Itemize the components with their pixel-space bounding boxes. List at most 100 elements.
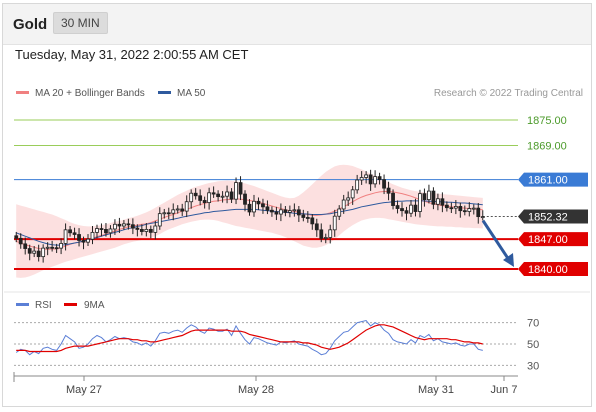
candle-body (314, 223, 319, 231)
level-value-tag (518, 209, 588, 224)
candle (59, 238, 63, 255)
candle-body (301, 214, 306, 218)
candle (54, 243, 59, 254)
candle (341, 194, 346, 214)
candle-body (444, 204, 449, 209)
candle (157, 207, 162, 230)
candle-body (27, 248, 32, 254)
candle (202, 196, 207, 209)
candle-body (234, 182, 238, 200)
candle-body (287, 210, 292, 213)
candle-body (104, 228, 108, 234)
candle (234, 177, 238, 205)
candle (247, 199, 252, 216)
candle (418, 189, 422, 218)
candle (301, 209, 306, 222)
candle-body (126, 223, 131, 226)
candle-body (238, 182, 243, 195)
candle (400, 202, 404, 217)
candle (359, 171, 364, 185)
price-panel: 1875.00 1869.00 1861.00 1852.32 1847.00 1840.… (4, 115, 590, 293)
candle-body (50, 246, 55, 249)
candle-body (193, 192, 198, 197)
ma9-legend-label: 9MA (84, 300, 105, 311)
candle-body (252, 200, 256, 213)
candle (296, 205, 301, 222)
candle-body (409, 204, 413, 214)
candle-body (32, 250, 37, 254)
candle (50, 240, 55, 252)
candle (431, 187, 436, 210)
candle (23, 237, 28, 255)
candle (364, 171, 369, 184)
candle-body (436, 198, 440, 205)
candle-body (54, 247, 59, 250)
candle-body (86, 238, 90, 243)
candle-body (305, 217, 310, 219)
candle-body (292, 209, 297, 212)
candle (216, 190, 220, 202)
candle-body (422, 193, 427, 201)
candle (81, 236, 86, 250)
candle-body (364, 174, 369, 178)
candle-body (431, 190, 436, 205)
candle-body (355, 179, 360, 191)
ma20-legend-label: MA 20 + Bollinger Bands (35, 88, 145, 99)
candle-body (99, 228, 104, 230)
ma20-legend-swatch (16, 91, 29, 94)
candle (287, 205, 292, 218)
candle-body (207, 192, 212, 203)
x-tick-label: Jun 7 (491, 384, 518, 396)
candle-body (270, 209, 274, 213)
candle-body (77, 234, 81, 241)
candle (243, 190, 247, 212)
candle (305, 211, 310, 223)
candle (86, 234, 90, 246)
candle (256, 197, 261, 210)
candle (283, 205, 288, 217)
chart-header-bar: Gold 30 MIN (3, 4, 591, 45)
candle-body (23, 243, 28, 249)
candle-body (198, 195, 203, 201)
candle (198, 189, 203, 206)
level-label-support: 1840.00 (518, 261, 588, 276)
candle (148, 225, 153, 239)
candle (63, 223, 68, 251)
candle (467, 202, 472, 217)
candle (166, 207, 171, 220)
candle-body (166, 212, 171, 215)
research-credit: Research © 2022 Trading Central (434, 88, 583, 99)
candle-body (337, 208, 342, 217)
candle-body (148, 228, 153, 233)
candle-body (139, 228, 144, 232)
candle-body (310, 217, 315, 225)
candle (126, 218, 131, 230)
forecast-arrow-head (503, 252, 514, 267)
candle-body (130, 224, 135, 229)
candle (355, 174, 360, 194)
candle-body (440, 198, 445, 206)
candle-body (153, 225, 158, 233)
candle-body (36, 250, 41, 258)
rsi-legend-label: RSI (35, 300, 52, 311)
candle-body (216, 193, 220, 198)
ma50-legend-swatch (158, 91, 171, 94)
candle-body (323, 237, 328, 239)
candle (480, 210, 485, 221)
candle (422, 188, 427, 207)
candle-body (144, 228, 149, 232)
candle (436, 193, 440, 211)
candle (77, 228, 81, 247)
candle (314, 218, 319, 237)
candle (391, 189, 395, 210)
level-label-resistance: 1869.00 (527, 141, 567, 153)
rsi-tick-label: 30 (527, 360, 539, 372)
candle (368, 169, 373, 191)
candle (444, 201, 449, 212)
ma50-legend-label: MA 50 (177, 88, 206, 99)
timeframe-button[interactable]: 30 MIN (53, 12, 108, 34)
candle (346, 191, 351, 206)
candle (220, 191, 225, 203)
candle-body (189, 192, 194, 203)
candle (122, 220, 126, 230)
